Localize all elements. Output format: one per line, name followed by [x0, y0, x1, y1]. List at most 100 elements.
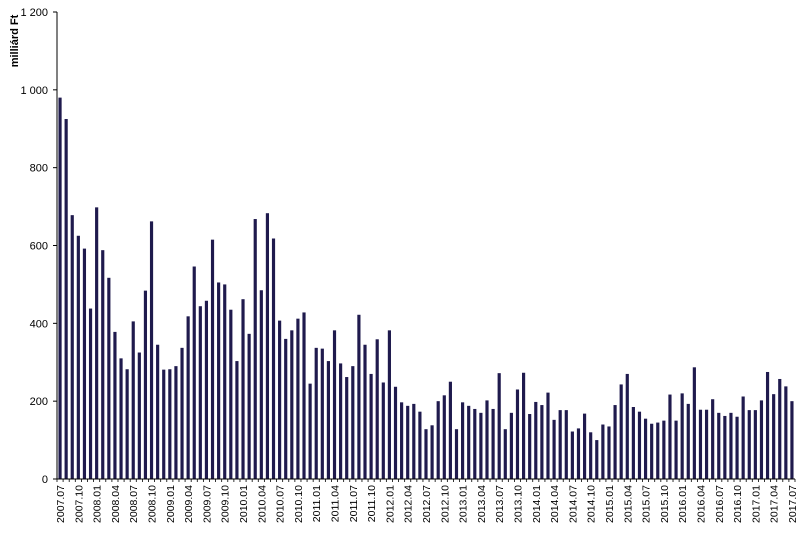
- x-tick-label: 2016.01: [677, 485, 689, 523]
- y-tick-label: 1 200: [20, 7, 48, 19]
- bar: [479, 412, 483, 479]
- y-tick-label: 600: [30, 241, 48, 253]
- bar: [326, 361, 330, 479]
- bar: [473, 408, 477, 479]
- bar: [467, 405, 471, 479]
- x-tick-label: 2010.07: [275, 485, 287, 523]
- bar: [192, 266, 196, 479]
- bar: [119, 358, 123, 479]
- bar: [448, 381, 452, 479]
- bar: [186, 316, 190, 479]
- bar: [88, 308, 93, 479]
- x-tick-label: 2013.01: [458, 485, 470, 523]
- bar: [381, 382, 385, 479]
- bar: [265, 213, 270, 479]
- bar: [461, 402, 465, 479]
- bar: [576, 428, 581, 479]
- x-tick-label: 2009.10: [220, 485, 232, 523]
- bar: [320, 348, 324, 479]
- bar: [759, 400, 764, 479]
- bar: [747, 410, 751, 479]
- bar: [113, 331, 117, 479]
- bar: [101, 250, 105, 479]
- bar: [631, 407, 635, 479]
- x-tick-label: 2017.01: [750, 485, 762, 523]
- bar: [375, 339, 379, 479]
- y-tick-label: 400: [30, 318, 48, 330]
- x-tick-label: 2011.10: [366, 485, 378, 522]
- bar: [601, 424, 605, 479]
- bar: [735, 416, 739, 479]
- bar: [296, 318, 300, 479]
- x-tick-label: 2014.01: [531, 485, 543, 523]
- bar: [436, 401, 440, 479]
- x-tick-label: 2007.10: [73, 485, 85, 523]
- bar: [418, 411, 422, 479]
- bar: [595, 440, 599, 479]
- bar: [412, 403, 416, 479]
- bar: [363, 344, 367, 479]
- bar: [442, 395, 446, 479]
- x-tick-label: 2010.04: [256, 485, 268, 523]
- x-tick-label: 2017.04: [769, 485, 781, 523]
- bar: [180, 347, 184, 479]
- bar: [198, 306, 202, 479]
- bars: [58, 97, 794, 480]
- bar: [235, 361, 239, 479]
- x-tick-label: 2016.10: [732, 485, 744, 523]
- bar: [149, 221, 154, 479]
- bar: [704, 409, 709, 479]
- bar: [558, 410, 562, 479]
- bar: [778, 378, 782, 479]
- bar: [387, 330, 391, 479]
- bar: [765, 371, 770, 479]
- bar: [497, 373, 501, 479]
- x-tick-label: 2013.07: [494, 485, 506, 523]
- bar: [174, 366, 178, 479]
- x-tick-label: 2007.07: [55, 485, 67, 523]
- bar: [528, 414, 532, 479]
- bar: [400, 402, 404, 479]
- bar: [204, 300, 209, 479]
- bar: [271, 238, 276, 479]
- x-tick-label: 2015.04: [622, 485, 634, 523]
- bar: [668, 394, 672, 479]
- y-tick-label: 200: [30, 396, 48, 408]
- bar: [430, 425, 434, 479]
- bar: [64, 119, 68, 480]
- bar: [229, 309, 233, 479]
- x-tick-label: 2008.07: [128, 485, 140, 523]
- bar: [345, 377, 349, 479]
- bar: [729, 412, 733, 479]
- bar: [674, 420, 678, 480]
- bar: [619, 384, 623, 479]
- x-tick-label: 2008.10: [147, 485, 159, 523]
- bar: [753, 410, 757, 479]
- bar: [314, 347, 318, 479]
- bar: [686, 403, 690, 479]
- bar: [534, 401, 538, 479]
- bar: [95, 207, 99, 480]
- bar: [162, 369, 166, 479]
- bar: [70, 215, 74, 479]
- bar: [790, 401, 794, 479]
- bar: [692, 367, 696, 479]
- x-tick-label: 2015.01: [604, 485, 616, 523]
- x-tick-label: 2014.04: [549, 485, 561, 523]
- x-tick-label: 2011.01: [311, 485, 323, 522]
- y-axis-label: milliárd Ft: [9, 14, 21, 67]
- bar: [515, 389, 520, 479]
- bar: [625, 373, 629, 479]
- bar: [168, 369, 172, 479]
- bar: [125, 369, 129, 479]
- bar: [247, 333, 251, 479]
- x-tick-label: 2017.07: [787, 485, 799, 523]
- bar: [143, 290, 148, 479]
- bar: [522, 372, 526, 479]
- bar: [503, 429, 507, 479]
- bar: [76, 235, 80, 479]
- bar: [302, 312, 306, 479]
- x-tick-label: 2013.04: [476, 485, 488, 523]
- x-tick-label: 2012.04: [403, 485, 415, 523]
